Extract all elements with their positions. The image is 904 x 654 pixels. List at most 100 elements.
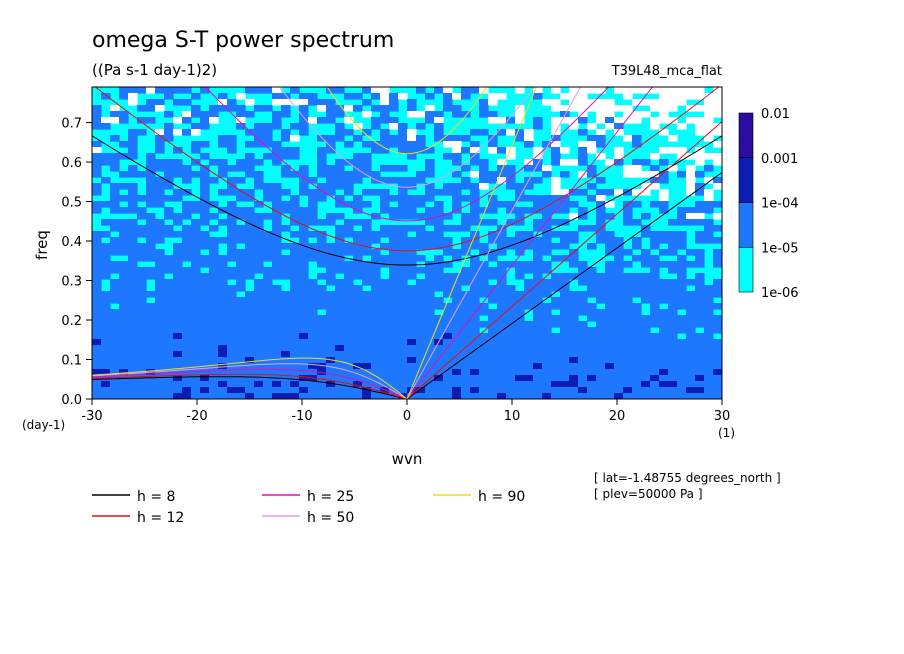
heatmap-cell	[353, 375, 363, 382]
heatmap-cell	[317, 285, 327, 292]
heatmap-cell	[344, 249, 354, 256]
heatmap-cell	[362, 339, 372, 346]
heatmap-cell	[407, 345, 417, 352]
heatmap-cell	[596, 129, 606, 136]
heatmap-cell	[623, 321, 633, 328]
heatmap-cell	[416, 309, 426, 316]
heatmap-cell	[686, 309, 696, 316]
heatmap-cell	[299, 363, 309, 370]
heatmap-cell	[146, 237, 156, 244]
heatmap-cell	[569, 189, 579, 196]
heatmap-cell	[425, 291, 435, 298]
heatmap-cell	[596, 393, 606, 399]
heatmap-cell	[425, 387, 435, 394]
heatmap-cell	[578, 153, 588, 160]
heatmap-cell	[668, 297, 678, 304]
heatmap-cell	[398, 345, 408, 352]
heatmap-cell	[119, 315, 129, 322]
heatmap-cell	[443, 153, 453, 160]
heatmap-cell	[389, 99, 399, 106]
heatmap-cell	[488, 141, 498, 148]
heatmap-cell	[236, 177, 246, 184]
heatmap-cell	[578, 279, 588, 286]
heatmap-cell	[227, 267, 237, 274]
heatmap-cell	[254, 261, 264, 268]
heatmap-cell	[434, 261, 444, 268]
heatmap-cell	[623, 249, 633, 256]
heatmap-cell	[650, 237, 660, 244]
heatmap-cell	[137, 207, 147, 214]
heatmap-cell	[128, 285, 138, 292]
heatmap-cell	[668, 381, 678, 388]
heatmap-cell	[245, 273, 255, 280]
heatmap-cell	[344, 327, 354, 334]
heatmap-cell	[362, 333, 372, 340]
heatmap-cell	[101, 231, 111, 238]
heatmap-cell	[704, 357, 714, 364]
heatmap-cell	[254, 141, 264, 148]
heatmap-cell	[641, 183, 651, 190]
heatmap-cell	[335, 261, 345, 268]
heatmap-cell	[209, 213, 219, 220]
heatmap-cell	[344, 231, 354, 238]
heatmap-cell	[128, 201, 138, 208]
heatmap-cell	[371, 369, 381, 376]
heatmap-cell	[614, 159, 624, 166]
heatmap-cell	[425, 345, 435, 352]
heatmap-cell	[344, 357, 354, 364]
heatmap-cell	[380, 105, 390, 112]
heatmap-cell	[326, 297, 336, 304]
heatmap-cell	[515, 321, 525, 328]
heatmap-cell	[137, 129, 147, 136]
y-tick-label: 0.1	[61, 354, 82, 369]
heatmap-cell	[578, 99, 588, 106]
heatmap-cell	[101, 273, 111, 280]
heatmap-cell	[434, 123, 444, 130]
heatmap-cell	[659, 345, 669, 352]
heatmap-cell	[317, 357, 327, 364]
heatmap-cell	[578, 345, 588, 352]
heatmap-cell	[452, 135, 462, 142]
heatmap-cell	[587, 285, 597, 292]
heatmap-cell	[668, 135, 678, 142]
heatmap-cell	[452, 141, 462, 148]
heatmap-cell	[119, 363, 129, 370]
heatmap-cell	[317, 291, 327, 298]
heatmap-cell	[398, 177, 408, 184]
heatmap-cell	[542, 213, 552, 220]
heatmap-cell	[623, 375, 633, 382]
heatmap-cell	[605, 369, 615, 376]
y-unit-label: (day-1)	[22, 418, 65, 432]
heatmap-cell	[686, 333, 696, 340]
heatmap-cell	[452, 153, 462, 160]
heatmap-cell	[434, 111, 444, 118]
heatmap-cell	[605, 273, 615, 280]
heatmap-cell	[389, 297, 399, 304]
heatmap-cell	[155, 189, 165, 196]
heatmap-cell	[677, 357, 687, 364]
heatmap-cell	[497, 273, 507, 280]
heatmap-cell	[650, 393, 660, 399]
heatmap-cell	[272, 285, 282, 292]
inertia-gravity-curve	[204, 87, 610, 222]
heatmap-cell	[614, 333, 624, 340]
heatmap-cell	[452, 393, 462, 399]
heatmap-cell	[173, 297, 183, 304]
heatmap-cell	[551, 195, 561, 202]
heatmap-cell	[461, 333, 471, 340]
heatmap-cell	[200, 273, 210, 280]
heatmap-cell	[344, 363, 354, 370]
heatmap-cell	[335, 135, 345, 142]
heatmap-cell	[218, 141, 228, 148]
heatmap-cell	[200, 393, 210, 399]
heatmap-cell	[605, 381, 615, 388]
heatmap-cell	[281, 165, 291, 172]
heatmap-cell	[317, 345, 327, 352]
heatmap-cell	[344, 171, 354, 178]
heatmap-cell	[560, 369, 570, 376]
heatmap-cell	[110, 357, 120, 364]
heatmap-cell	[713, 159, 722, 166]
heatmap-cell	[506, 243, 516, 250]
heatmap-cell	[317, 237, 327, 244]
heatmap-cell	[479, 375, 489, 382]
